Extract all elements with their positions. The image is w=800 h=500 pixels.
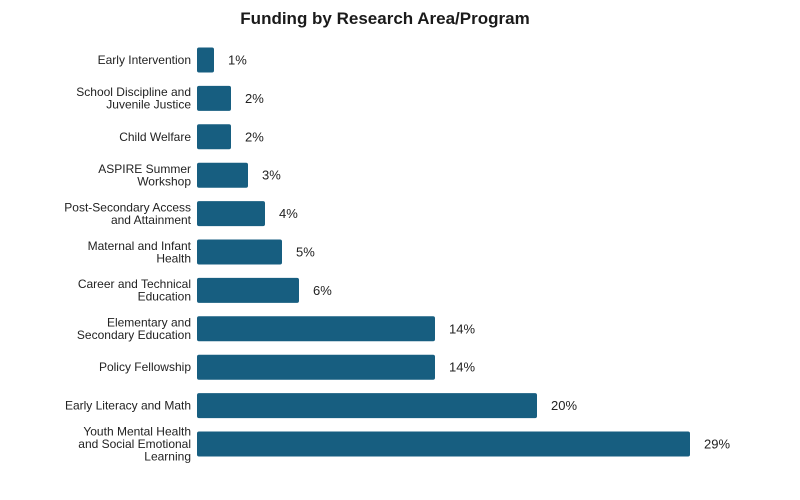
category-label-1: School Discipline and Juvenile Justice	[76, 85, 191, 112]
value-label-1: 2%	[245, 91, 264, 106]
value-label-2: 2%	[245, 129, 264, 144]
value-label-8: 14%	[449, 360, 475, 375]
bar-9	[197, 393, 537, 419]
bar-6	[197, 277, 299, 303]
category-label-8: Policy Fellowship	[99, 360, 191, 374]
category-label-3: ASPIRE Summer Workshop	[98, 162, 191, 189]
bar-3	[197, 162, 248, 188]
bar-4	[197, 201, 265, 227]
value-label-3: 3%	[262, 168, 281, 183]
category-label-10: Youth Mental Health and Social Emotional L…	[78, 425, 191, 464]
category-label-2: Child Welfare	[119, 130, 191, 144]
bar-8	[197, 354, 435, 380]
category-label-0: Early Intervention	[98, 53, 191, 67]
value-label-9: 20%	[551, 398, 577, 413]
value-label-5: 5%	[296, 245, 315, 260]
value-label-7: 14%	[449, 321, 475, 336]
category-label-4: Post-Secondary Access and Attainment	[64, 200, 191, 227]
chart-title: Funding by Research Area/Program	[240, 9, 530, 28]
category-label-5: Maternal and Infant Health	[88, 239, 192, 266]
bar-2	[197, 124, 231, 150]
value-label-4: 4%	[279, 206, 298, 221]
value-label-10: 29%	[704, 437, 730, 452]
value-label-6: 6%	[313, 283, 332, 298]
category-label-6: Career and Technical Education	[78, 277, 191, 304]
bar-7	[197, 316, 435, 342]
bar-0	[197, 47, 214, 73]
bar-5	[197, 239, 282, 265]
bar-1	[197, 85, 231, 111]
category-label-7: Elementary and Secondary Education	[77, 316, 191, 343]
category-label-9: Early Literacy and Math	[65, 399, 191, 413]
bar-10	[197, 431, 690, 457]
value-label-0: 1%	[228, 53, 247, 68]
